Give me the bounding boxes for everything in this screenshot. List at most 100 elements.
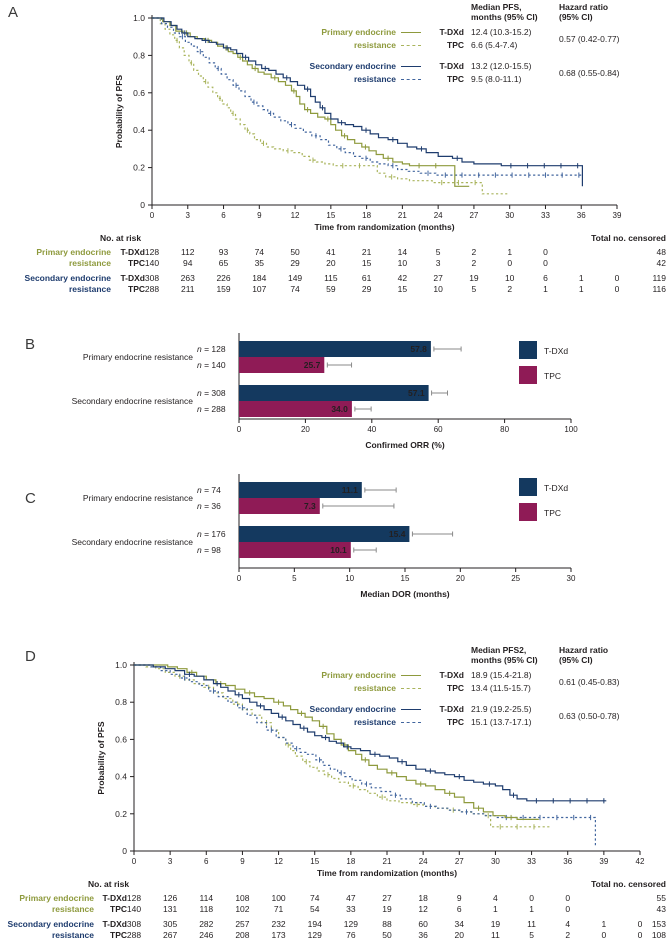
hazard-ratio-value: 0.68 (0.55-0.84) [559,67,620,78]
censored-count: 55 [656,893,666,903]
risk-count: 0 [565,893,571,903]
risk-count: 1 [601,919,607,929]
legend-label: TPC [544,508,561,518]
x-tick-label: 21 [398,211,407,220]
risk-count: 112 [180,247,195,257]
category-label-primary: Primary endocrine resistance [83,493,193,503]
legend-swatch [519,503,537,521]
risk-count: 11 [491,930,500,940]
hazard-ratio-header: Hazard ratio (95% CI) [559,2,609,23]
bar-value-label: 57.1 [408,388,425,398]
x-tick-label: 39 [613,211,622,220]
x-tick-label: 100 [564,425,578,434]
arm-name: TPC [447,717,464,727]
x-tick-label: 33 [541,211,550,220]
hazard-ratio-value: 0.61 (0.45-0.83) [559,676,620,687]
x-tick-label: 30 [567,574,576,583]
risk-count: 93 [218,247,229,257]
legend-swatch [519,341,537,359]
x-tick-label: 3 [186,211,191,220]
risk-count: 59 [326,284,336,294]
risk-count: 208 [235,930,250,940]
risk-count: 126 [163,893,178,903]
risk-count: 5 [529,930,534,940]
risk-group-label: resistance [51,930,94,940]
risk-count: 41 [326,247,336,257]
legend-swatch [519,366,537,384]
arm-name: TPC [447,40,464,50]
censored-count: 42 [656,258,666,268]
n-label: n = 288 [197,404,226,414]
panel-a-letter: A [8,4,19,21]
risk-count: 100 [271,893,286,903]
n-label: n = 176 [197,529,226,539]
risk-count: 20 [454,930,465,940]
bar-secondary-tdxd [239,526,410,542]
bar-value-label: 34.0 [331,404,348,414]
y-tick-label: 0 [122,846,127,856]
legend-swatch [519,478,537,496]
risk-count: 288 [126,930,142,940]
risk-count: 257 [235,919,250,929]
risk-count: 5 [435,247,441,257]
legend-line-sample [396,682,426,695]
median-value: 13.4 (11.5-15.7) [471,683,531,693]
risk-group-label: Secondary endocrine [24,273,111,283]
median-value: 13.2 (12.0-15.5) [471,61,532,71]
median-pfs-header: Median PFS, months (95% CI) [471,2,538,23]
dashed-line-icon [401,45,421,46]
bar-value-label: 25.7 [304,360,321,370]
risk-count: 6 [543,273,548,283]
x-tick-label: 36 [563,857,572,866]
category-label-secondary: Secondary endocrine resistance [72,396,194,406]
risk-count: 149 [287,273,303,283]
risk-count: 2 [471,258,477,268]
risk-count: 6 [456,904,462,914]
y-tick-label: 0.6 [115,734,127,744]
risk-count: 60 [418,919,428,929]
risk-count: 76 [346,930,356,940]
total-censored-header: Total no. censored [591,879,666,889]
x-tick-label: 30 [491,857,500,866]
n-label: n = 140 [197,360,226,370]
x-tick-label: 27 [455,857,464,866]
x-axis-title: Time from randomization (months) [317,868,457,878]
y-tick-label: 0.8 [133,50,145,60]
n-label: n = 98 [197,545,221,555]
arm-name: TPC [447,74,464,84]
x-tick-label: 33 [527,857,536,866]
risk-count: 19 [469,273,479,283]
risk-count: 19 [382,904,392,914]
risk-count: 2 [507,284,513,294]
y-tick-label: 0.2 [133,163,145,173]
risk-arm-label: TPC [128,258,145,268]
panel-b-letter: B [25,336,36,353]
x-tick-label: 15 [310,857,319,866]
x-tick-label: 9 [240,857,245,866]
x-tick-label: 18 [346,857,355,866]
risk-count: 27 [433,273,443,283]
y-axis-title: Probability of PFS [114,75,124,149]
y-tick-label: 0.4 [133,125,145,135]
risk-count: 114 [199,893,214,903]
risk-count: 1 [529,904,534,914]
legend-line-sample [396,60,426,73]
solid-line-icon [401,32,421,33]
n-label: n = 74 [197,485,221,495]
risk-arm-label: T-DXd [120,247,145,257]
panel-d-stats-block: Median PFS2, months (95% CI) Hazard ratio(… [300,645,652,729]
legend-line-sample [396,716,426,729]
risk-count: 18 [418,893,428,903]
bar-primary-tpc [239,498,320,514]
median-value: 18.9 (15.4-21.8) [471,670,532,680]
x-tick-label: 0 [132,857,137,866]
x-tick-label: 15 [401,574,410,583]
y-tick-label: 0.2 [115,809,127,819]
x-tick-label: 27 [469,211,478,220]
risk-count: 29 [290,258,300,268]
y-tick-label: 1.0 [133,13,145,23]
arm-name: T-DXd [439,27,464,37]
risk-count: 33 [346,904,356,914]
censored-count: 43 [656,904,666,914]
risk-count: 0 [614,284,620,294]
